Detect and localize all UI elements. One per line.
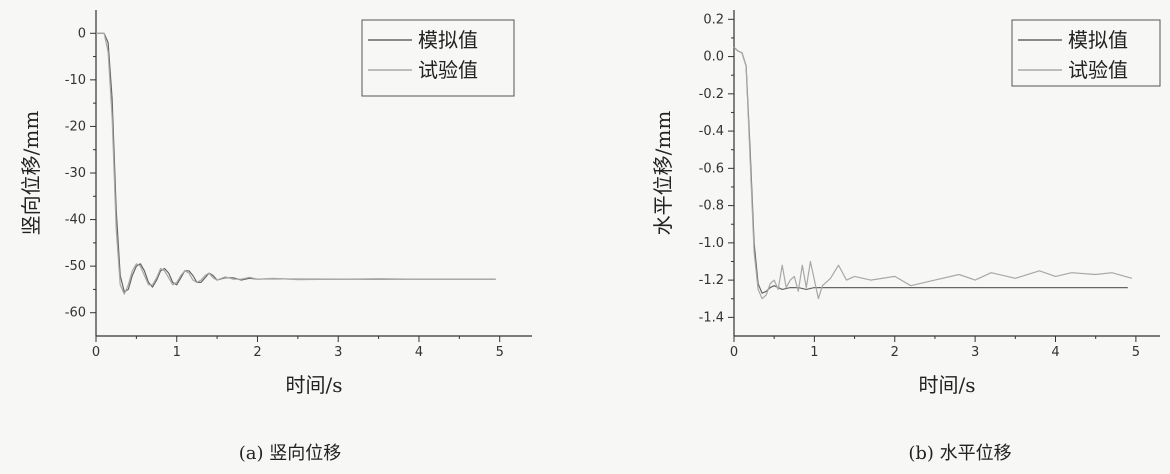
y-tick-label: -1.2 (699, 273, 724, 288)
series-line-2 (733, 46, 1133, 300)
x-tick-label: 0 (92, 345, 100, 360)
x-tick-label: 2 (253, 345, 261, 360)
y-tick-label: -10 (65, 73, 86, 88)
y-tick-label: -0.6 (699, 161, 724, 176)
y-tick-label: -60 (65, 306, 86, 321)
y-tick-label: -1.4 (699, 310, 724, 325)
y-tick-label: -50 (65, 259, 86, 274)
x-tick-label: 3 (334, 345, 342, 360)
y-tick-label: -20 (65, 119, 86, 134)
y-tick-label: -0.8 (699, 199, 724, 214)
figure-caption: (a) 竖向位移 (239, 443, 342, 464)
y-tick-label: -40 (65, 213, 86, 228)
legend-box (361, 19, 515, 97)
series-line-2 (96, 32, 496, 295)
y-tick-label: 0 (78, 26, 86, 41)
x-tick-label: 5 (496, 345, 504, 360)
x-tick-label: 5 (1132, 345, 1140, 360)
y-axis-label: 水平位移/mm (651, 111, 675, 236)
y-tick-label: -30 (65, 166, 86, 181)
y-axis-label: 竖向位移/mm (19, 111, 43, 236)
legend-box (1011, 19, 1161, 87)
y-tick-label: 0.0 (703, 50, 724, 65)
series-line-1 (733, 46, 1128, 294)
chart-panel-2: 0 1 2 3 4 5 0.2 0.0 -0.2 -0.4 -0.6 -0.8 -1.0 -1.2 -1.4… (651, 10, 1161, 464)
figure-caption: (b) 水平位移 (908, 443, 1011, 464)
y-tick-label: -1.0 (699, 236, 724, 251)
x-tick-label: 1 (810, 345, 818, 360)
legend-label-2: 试验值 (418, 58, 478, 82)
x-axis-label: 时间/s (285, 373, 342, 397)
legend-label-1: 模拟值 (1068, 28, 1128, 52)
legend-label-2: 试验值 (1068, 58, 1128, 82)
x-tick-label: 4 (1051, 345, 1059, 360)
legend-label-1: 模拟值 (418, 28, 478, 52)
x-tick-label: 0 (730, 345, 738, 360)
y-tick-label: 0.2 (703, 12, 724, 27)
y-tick-label: -0.4 (699, 124, 724, 139)
x-axis-label: 时间/s (918, 373, 975, 397)
x-tick-label: 4 (415, 345, 423, 360)
x-tick-label: 1 (173, 345, 181, 360)
x-tick-label: 2 (891, 345, 899, 360)
x-tick-label: 3 (971, 345, 979, 360)
y-tick-label: -0.2 (699, 87, 724, 102)
